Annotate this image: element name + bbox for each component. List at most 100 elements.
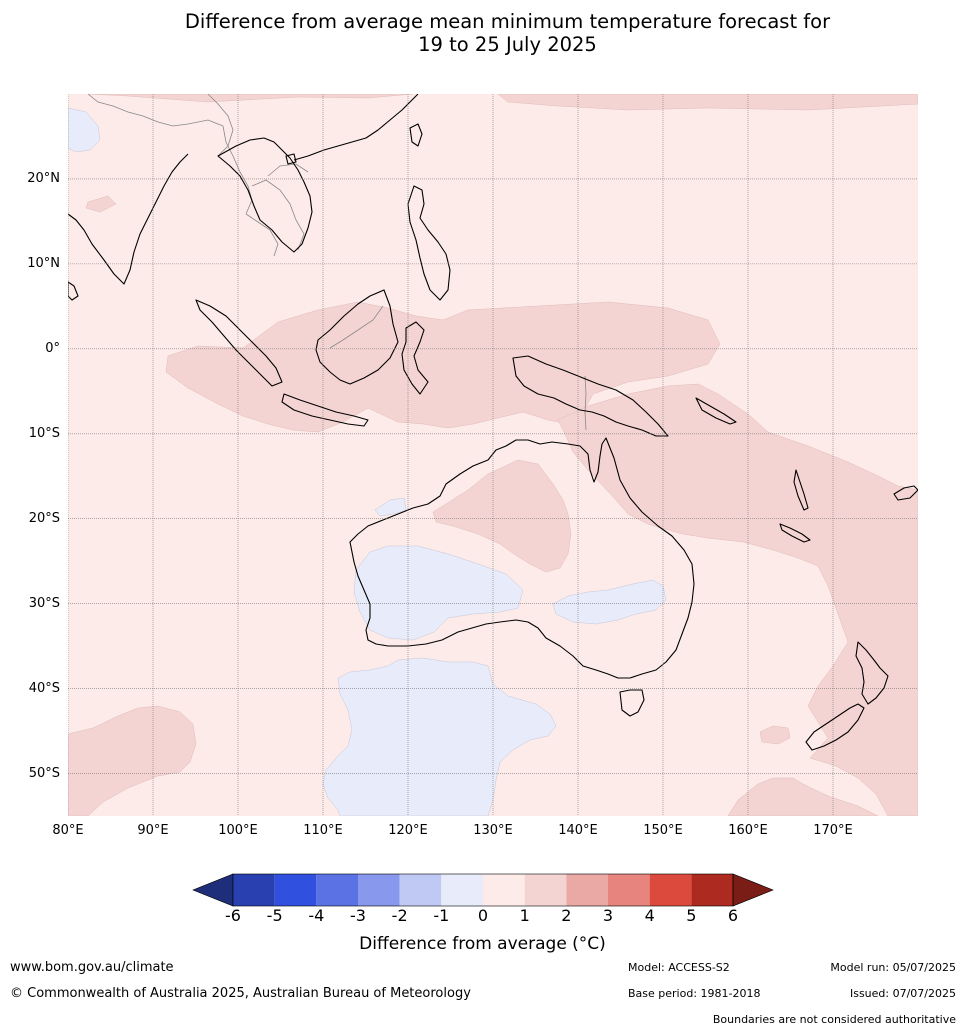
colorbar-tick-label: -4: [308, 906, 325, 925]
coast-java: [281, 393, 369, 427]
coast-china-east: [293, 94, 419, 161]
map-title-line-1: Difference from average mean minimum tem…: [184, 10, 831, 33]
anomaly-region-southern-ocean-cool: [322, 657, 557, 816]
colorbar-tick-label: -2: [391, 906, 408, 925]
colorbar-cell: [649, 874, 692, 906]
colorbar-tick-label: 1: [519, 906, 530, 925]
colorbar-cell: [399, 874, 442, 906]
colorbar-cell: [691, 874, 733, 906]
coast-tasmania: [619, 689, 645, 717]
footer-base-period: Base period: 1981-2018: [628, 987, 761, 1000]
anomaly-colorbar: [192, 873, 774, 907]
colorbar-cell: [441, 874, 483, 906]
footer-issued-date: Issued: 07/07/2025: [849, 987, 956, 1000]
latitude-label: 50°S: [28, 765, 60, 781]
latitude-label: 20°S: [28, 510, 60, 526]
colorbar-cell: [524, 874, 567, 906]
longitude-label: 120°E: [388, 823, 428, 838]
colorbar-cell: [358, 874, 400, 906]
anomaly-region-western-australia-interior: [353, 545, 524, 641]
longitude-label: 110°E: [303, 823, 343, 838]
colorbar-tick-label: 4: [644, 906, 655, 925]
anomaly-region-southern-ocean-west: [68, 705, 197, 816]
longitude-label: 160°E: [728, 823, 768, 838]
colorbar-tick-label: 5: [686, 906, 697, 925]
temperature-anomaly-map[interactable]: [68, 94, 918, 816]
anomaly-region-tasman-island: [759, 725, 791, 745]
colorbar-cell: [566, 874, 608, 906]
map-title-line-2: 19 to 25 July 2025: [418, 33, 597, 56]
anomaly-region-coral-sea: [557, 383, 918, 816]
border-china-vietnam: [267, 163, 309, 177]
coast-philippines: [407, 185, 451, 301]
longitude-label: 150°E: [643, 823, 683, 838]
coast-sumatra: [195, 299, 283, 387]
footer-website[interactable]: www.bom.gov.au/climate: [10, 960, 174, 975]
coast-australia: [349, 437, 695, 679]
coast-hainan: [285, 153, 297, 165]
latitude-label: 0°: [45, 340, 60, 356]
colorbar-cell: [483, 874, 525, 906]
coastlines: [68, 94, 918, 751]
longitude-label: 100°E: [218, 823, 258, 838]
colorbar-cell: [274, 874, 317, 906]
longitude-label: 80°E: [52, 823, 84, 838]
footer-model-run: Model run: 05/07/2025: [830, 961, 956, 974]
anomaly-region-bay-of-bengal-cool: [68, 107, 101, 153]
border-thailand: [245, 213, 279, 257]
latitude-label: 40°S: [28, 680, 60, 696]
graticule: [68, 94, 918, 816]
border-china-north: [207, 94, 234, 157]
coast-new-zealand-south: [805, 703, 865, 751]
longitude-label: 130°E: [473, 823, 513, 838]
footer-model: Model: ACCESS-S2: [628, 961, 730, 974]
colorbar-tick-label: 6: [727, 906, 739, 925]
coast-fiji: [893, 485, 918, 501]
latitude-label: 30°S: [28, 595, 60, 611]
map-title: Difference from average mean minimum tem…: [0, 10, 965, 56]
colorbar-outline: [232, 873, 734, 907]
anomaly-region-northwest-australia: [432, 459, 572, 573]
colorbar-underflow-arrow: [192, 873, 234, 907]
border-himalaya: [87, 94, 224, 127]
coast-borneo: [315, 289, 399, 385]
coast-taiwan: [409, 123, 423, 147]
anomaly-region-north-pacific: [87, 94, 414, 103]
colorbar-cell: [233, 874, 275, 906]
border-laos-vietnam: [251, 179, 305, 251]
latitude-label: 10°N: [27, 255, 60, 271]
coast-sulawesi: [401, 321, 429, 395]
colorbar-tick-label: -5: [266, 906, 283, 925]
anomaly-regions-1-to-2: [68, 94, 918, 816]
border-borneo: [329, 305, 384, 349]
anomaly-region-equatorial-belt: [165, 301, 721, 433]
longitude-label: 90°E: [137, 823, 169, 838]
footer-boundaries-note: Boundaries are not considered authoritat…: [712, 1013, 956, 1026]
longitude-label: 140°E: [558, 823, 598, 838]
border-new-guinea: [584, 375, 587, 431]
colorbar-tick-label: 0: [477, 906, 489, 925]
footer-copyright: © Commonwealth of Australia 2025, Austra…: [10, 986, 471, 1001]
colorbar-tick-label: 2: [561, 906, 572, 925]
latitude-label: 20°N: [27, 170, 60, 186]
colorbar-tick-label: -3: [350, 906, 366, 925]
latitude-label: 10°S: [28, 425, 60, 441]
coast-new-caledonia: [779, 523, 811, 543]
colorbar-tick-label: 3: [602, 906, 614, 925]
coast-indochina: [217, 137, 313, 253]
anomaly-region-west-pacific: [497, 94, 918, 111]
anomaly-region-south-australia: [552, 579, 667, 625]
colorbar-cell: [608, 874, 650, 906]
colorbar-tick-label: -1: [433, 906, 450, 925]
coast-sri-lanka: [68, 281, 79, 301]
colorbar-overflow-arrow: [732, 873, 774, 907]
colorbar-tick-label: -6: [225, 906, 241, 925]
colorbar-label: Difference from average (°C): [359, 934, 606, 954]
coast-vanuatu: [793, 469, 809, 511]
anomaly-region-western-australia-cool: [374, 497, 407, 517]
coast-new-guinea: [512, 355, 669, 437]
colorbar-cell: [316, 874, 358, 906]
longitude-label: 170°E: [813, 823, 853, 838]
anomaly-region-bay-of-bengal: [85, 195, 117, 213]
coast-new-zealand-north: [855, 641, 889, 705]
